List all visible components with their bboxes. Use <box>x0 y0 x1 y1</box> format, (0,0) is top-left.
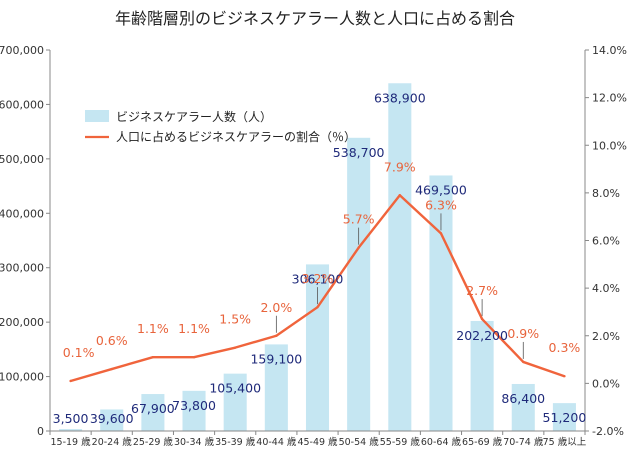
line-value-label: 3.2% <box>302 271 334 286</box>
y-left-tick-label: 0 <box>37 425 44 438</box>
bar-value-label: 105,400 <box>209 381 261 396</box>
bar-value-label: 538,700 <box>333 145 385 160</box>
ratio-point-40-44歳 <box>275 334 278 337</box>
x-tick-label: 25-29 歳 <box>133 436 174 448</box>
chart-title: 年齢階層別のビジネスケアラー人数と人口に占める割合 <box>115 9 515 28</box>
bar-75歳以上 <box>552 403 576 431</box>
ratio-point-25-29歳 <box>151 355 155 359</box>
ratio-point-65-69歳 <box>480 317 484 321</box>
y-right-tick-label: 14.0% <box>592 44 627 57</box>
y-left-tick-label: 300,000 <box>0 262 44 275</box>
line-value-label: 0.1% <box>63 345 95 360</box>
x-tick-label: 15-19 歳 <box>51 436 92 448</box>
x-tick-label: 40-44 歳 <box>256 436 297 448</box>
line-value-label: 0.3% <box>549 340 581 355</box>
bar-25-29歳 <box>141 394 165 431</box>
bar-65-69歳 <box>470 320 494 431</box>
bar-series <box>59 83 576 432</box>
bar-20-24歳 <box>100 409 124 431</box>
line-value-label: 2.0% <box>260 300 292 315</box>
x-tick-label: 60-64 歳 <box>421 436 462 448</box>
y-right-tick-label: 6.0% <box>592 235 620 248</box>
bar-45-49歳 <box>305 264 330 431</box>
ratio-point-15-19歳 <box>69 379 72 383</box>
y-right-tick-label: 12.0% <box>592 92 627 105</box>
axes: 0 100,000 200,000 300,000 400,000 500,000 600,… <box>0 44 627 448</box>
bar-70-74歳 <box>511 383 535 431</box>
line-value-label: 2.7% <box>466 283 498 298</box>
ratio-point-55-59歳 <box>398 194 402 197</box>
bar-value-label: 202,200 <box>456 328 508 343</box>
x-tick-label: 55-59 歳 <box>380 436 421 448</box>
line-value-label: 7.9% <box>384 159 416 174</box>
ratio-point-30-34歳 <box>192 355 196 359</box>
legend-label-line: 人口に占めるビジネスケアラーの割合（％） <box>116 129 356 144</box>
y-left-tick-label: 500,000 <box>0 153 44 166</box>
y-right-tick-label: 2.0% <box>592 330 620 343</box>
line-value-label: 1.1% <box>137 321 169 336</box>
legend-label-bar: ビジネスケアラー人数（人） <box>116 109 272 124</box>
ratio-point-60-64歳 <box>439 232 443 235</box>
line-value-label: 6.3% <box>425 197 457 212</box>
x-tick-label: 30-34 歳 <box>174 436 215 448</box>
ratio-point-50-54歳 <box>357 246 360 249</box>
bar-value-label: 67,900 <box>131 401 175 416</box>
line-series <box>69 194 566 383</box>
y-right-tick-label: -2.0% <box>592 425 624 438</box>
x-tick-label: 35-39 歳 <box>215 436 256 448</box>
bar-value-label: 469,500 <box>415 182 467 197</box>
line-value-label: 1.5% <box>219 312 251 327</box>
bar-55-59歳 <box>388 83 412 431</box>
line-value-label: 0.9% <box>507 326 539 341</box>
bar-value-label: 306,100 <box>292 271 344 286</box>
x-tick-label: 20-24 歳 <box>92 436 133 448</box>
y-left-tick-label: 100,000 <box>0 371 44 384</box>
x-tick-label: 65-69 歳 <box>462 436 503 448</box>
bar-value-label: 159,100 <box>250 351 302 366</box>
bar-40-44歳 <box>264 344 288 431</box>
bar-value-label: 86,400 <box>501 391 545 406</box>
x-tick-label: 50-54 歳 <box>339 436 380 448</box>
x-tick-label: 45-49 歳 <box>297 436 338 448</box>
bar-value-label: 3,500 <box>53 411 89 426</box>
y-left-tick-label: 400,000 <box>0 207 44 220</box>
bar-50-54歳 <box>347 137 371 432</box>
x-tick-label: 75 歳以上 <box>543 436 587 448</box>
bar-15-19歳 <box>59 429 83 431</box>
ratio-point-20-24歳 <box>110 367 113 371</box>
y-right-tick-label: 8.0% <box>592 187 620 200</box>
y-right-tick-label: 10.0% <box>592 139 627 152</box>
legend-swatch-bar <box>85 110 109 122</box>
bar-60-64歳 <box>429 175 453 431</box>
y-left-tick-label: 200,000 <box>0 316 44 329</box>
bar-30-34歳 <box>182 390 206 431</box>
ratio-point-70-74歳 <box>522 360 525 364</box>
y-left-tick-label: 600,000 <box>0 98 44 111</box>
bar-value-label: 51,200 <box>543 410 587 425</box>
line-value-label: 0.6% <box>96 333 128 348</box>
ratio-point-35-39歳 <box>233 346 237 349</box>
ratio-point-75歳以上 <box>563 375 566 378</box>
x-tick-label: 70-74 歳 <box>503 436 544 448</box>
line-value-label: 1.1% <box>178 321 210 336</box>
bar-value-label: 39,600 <box>90 411 134 426</box>
legend: ビジネスケアラー人数（人） 人口に占めるビジネスケアラーの割合（％） <box>85 109 356 144</box>
bar-35-39歳 <box>223 373 247 431</box>
y-right-tick-label: 4.0% <box>592 282 620 295</box>
bar-value-label: 73,800 <box>172 398 216 413</box>
y-right-tick-label: 0.0% <box>592 377 620 390</box>
line-value-label: 5.7% <box>343 212 375 227</box>
bar-value-label: 638,900 <box>374 90 426 105</box>
y-left-tick-label: 700,000 <box>0 44 44 57</box>
ratio-point-45-49歳 <box>316 305 319 309</box>
